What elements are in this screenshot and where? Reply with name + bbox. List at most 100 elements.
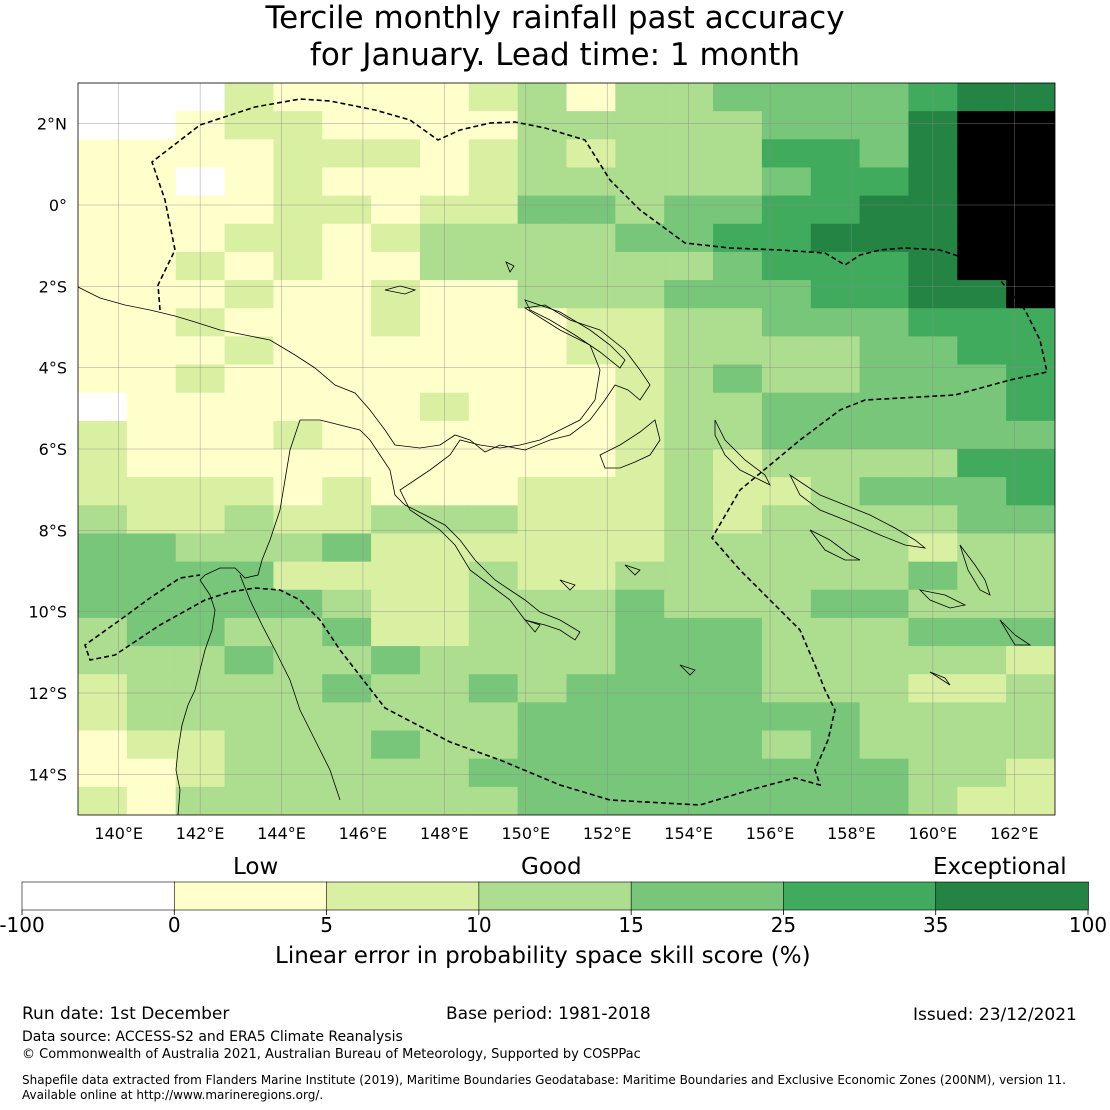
grid-cell xyxy=(468,730,519,760)
grid-cell xyxy=(273,449,323,478)
grid-cell xyxy=(322,420,372,450)
colorbar-tick-label: 0 xyxy=(168,913,181,937)
grid-cell xyxy=(468,758,519,788)
grid-cell xyxy=(713,617,763,647)
map-gridlines xyxy=(78,83,1055,815)
grid-cell xyxy=(322,758,372,788)
grid-cell xyxy=(566,617,616,647)
grid-cell xyxy=(566,167,616,197)
grid-cell xyxy=(517,139,568,169)
grid-cell xyxy=(761,786,812,815)
grid-cell xyxy=(1006,646,1055,675)
grid-cell xyxy=(908,111,958,140)
grid-cell xyxy=(468,308,519,337)
grid-cell xyxy=(126,730,177,760)
grid-cell xyxy=(273,477,323,506)
grid-cell xyxy=(175,730,226,760)
grid-cell xyxy=(908,449,958,478)
grid-cell xyxy=(810,111,861,140)
grid-cell xyxy=(371,83,421,112)
grid-cell xyxy=(175,477,226,506)
grid-cell xyxy=(468,561,519,591)
grid-cell xyxy=(761,167,812,197)
grid-cell xyxy=(859,449,910,478)
longitude-label: 144°E xyxy=(257,824,306,843)
grid-cell xyxy=(175,83,226,112)
run-date: Run date: 1st December xyxy=(22,1004,230,1024)
grid-cell xyxy=(761,589,812,619)
grid-cell xyxy=(419,195,470,225)
grid-cell xyxy=(224,617,274,647)
grid-cell xyxy=(175,392,226,422)
grid-cell xyxy=(1006,251,1055,281)
grid-cell xyxy=(615,364,665,394)
grid-cell xyxy=(1006,505,1055,535)
grid-cell xyxy=(419,336,470,366)
grid-cell xyxy=(273,646,323,675)
grid-cell xyxy=(566,392,616,422)
grid-cell xyxy=(713,449,763,478)
grid-cell xyxy=(175,280,226,309)
grid-cell xyxy=(273,223,323,253)
grid-cell xyxy=(371,786,421,815)
grid-cell xyxy=(957,786,1007,815)
longitude-label: 140°E xyxy=(94,824,143,843)
longitude-labels: 140°E 142°E 144°E 146°E 148°E 150°E 152°E 154°E… xyxy=(94,824,1038,843)
grid-cell xyxy=(957,646,1007,675)
grid-cell xyxy=(273,251,323,281)
grid-cell xyxy=(713,364,763,394)
grid-cell xyxy=(273,336,323,366)
colorbar-tick-label: 15 xyxy=(618,913,643,937)
grid-cell xyxy=(957,280,1007,309)
grid-cell xyxy=(713,308,763,337)
grid-cell xyxy=(859,111,910,140)
longitude-label: 142°E xyxy=(176,824,225,843)
grid-cell xyxy=(419,786,470,815)
grid-cell xyxy=(175,617,226,647)
grid-cell xyxy=(957,420,1007,450)
grid-cell xyxy=(468,336,519,366)
new-britain-coastline xyxy=(599,419,661,469)
longitude-label: 154°E xyxy=(664,824,713,843)
grid-cell xyxy=(322,364,372,394)
grid-cell xyxy=(517,336,568,366)
latitude-label: 6°S xyxy=(39,440,67,459)
grid-cell xyxy=(517,223,568,253)
grid-cell xyxy=(566,139,616,169)
grid-cell xyxy=(859,308,910,337)
grid-cell xyxy=(322,589,372,619)
solomon-islands-coastline xyxy=(788,473,1032,646)
latitude-label: 12°S xyxy=(28,684,67,703)
grid-cell xyxy=(810,730,861,760)
colorbar-tick-label: 5 xyxy=(320,913,333,937)
grid-cell xyxy=(419,364,470,394)
longitude-label: 160°E xyxy=(909,824,958,843)
grid-cell xyxy=(78,139,128,169)
grid-cell xyxy=(761,83,812,112)
grid-cell xyxy=(175,111,226,140)
grid-cell xyxy=(761,308,812,337)
grid-cell xyxy=(273,786,323,815)
grid-cell xyxy=(78,167,128,197)
grid-cell xyxy=(761,617,812,647)
grid-cell xyxy=(322,111,372,140)
grid-cell xyxy=(517,308,568,337)
grid-cell xyxy=(322,195,372,225)
grid-cell xyxy=(664,392,714,422)
grid-cell xyxy=(1006,674,1055,703)
new-ireland-coastline xyxy=(524,299,626,369)
base-period: Base period: 1981-2018 xyxy=(446,1004,651,1024)
grid-cell xyxy=(322,505,372,535)
grid-cell xyxy=(419,646,470,675)
grid-cell xyxy=(908,308,958,337)
grid-cell xyxy=(810,505,861,535)
grid-cell xyxy=(175,139,226,169)
grid-cell xyxy=(761,195,812,225)
grid-cell xyxy=(468,280,519,309)
grid-cell xyxy=(810,251,861,281)
grid-cell xyxy=(517,617,568,647)
grid-cell xyxy=(224,730,274,760)
grid-cell xyxy=(859,364,910,394)
grid-cell xyxy=(566,533,616,563)
grid-cell xyxy=(566,83,616,112)
